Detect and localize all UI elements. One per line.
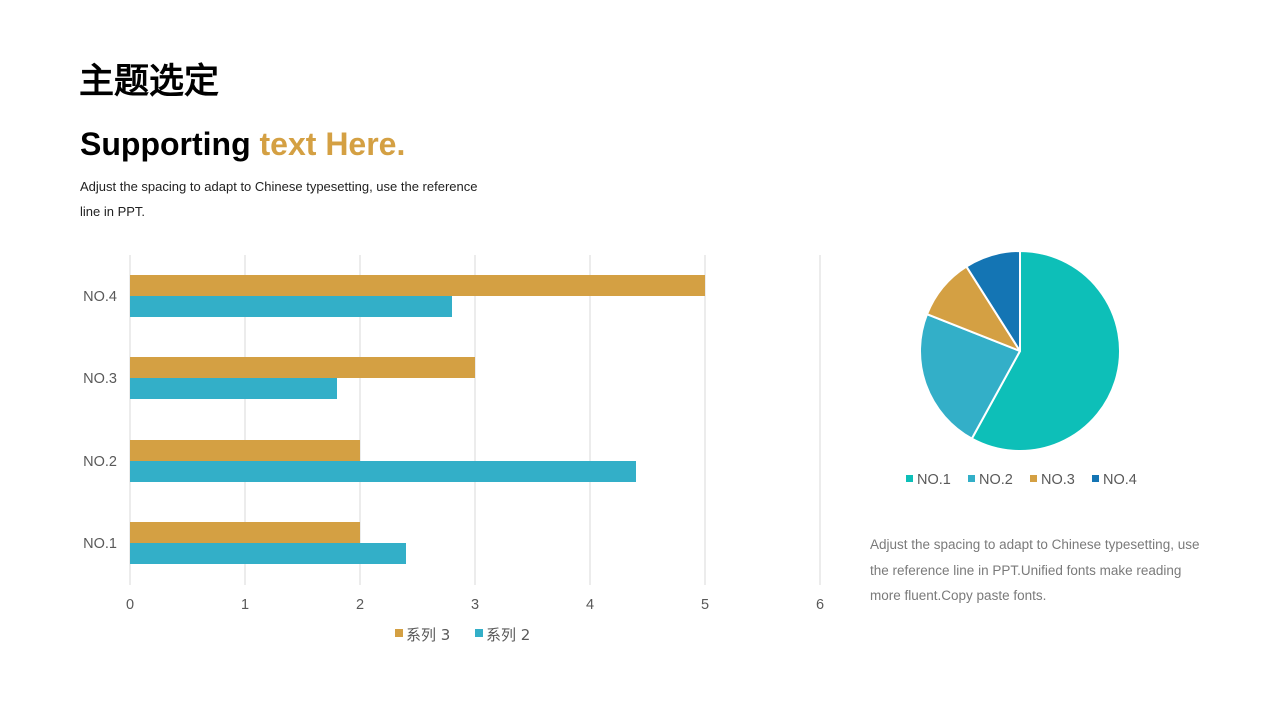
pie-slice-no4 [965, 250, 1021, 352]
x-tick-label: 0 [126, 597, 134, 613]
pie-chart: NO.1 NO.2 NO.3 NO.4 [906, 250, 1137, 488]
bar-series2 [130, 378, 337, 399]
pie-slice-no2 [919, 313, 1021, 440]
bar-series3 [130, 275, 705, 296]
supporting-heading: Supporting text Here. [80, 124, 405, 164]
supporting-heading-lead: Supporting [80, 126, 260, 162]
bar-series2 [130, 461, 636, 482]
bar-series2 [130, 296, 452, 317]
pie-legend-label: NO.1 [917, 472, 951, 488]
pie-legend-swatch [906, 475, 913, 482]
pie-legend-label: NO.4 [1103, 472, 1137, 488]
page-title: 主题选定 [79, 62, 220, 102]
pie-legend-label: NO.2 [979, 472, 1013, 488]
legend-swatch [395, 629, 403, 637]
bar-series3 [130, 357, 475, 378]
intro-description: Adjust the spacing to adapt to Chinese t… [80, 179, 478, 219]
y-category-label: NO.3 [83, 371, 117, 387]
legend-swatch [475, 629, 483, 637]
pie-legend-swatch [1092, 475, 1099, 482]
x-tick-label: 2 [356, 597, 364, 613]
legend-label: 系列 3 [406, 626, 450, 644]
y-category-label: NO.4 [83, 289, 117, 305]
pie-legend-label: NO.3 [1041, 472, 1075, 488]
side-description: Adjust the spacing to adapt to Chinese t… [870, 537, 1200, 603]
bar-series2 [130, 543, 406, 564]
bar-series3 [130, 522, 360, 543]
bar-chart: 0 1 2 3 4 5 6 NO.1 NO.2 NO.3 NO.4 系列 3 系列 2 [83, 255, 824, 644]
y-category-label: NO.1 [83, 536, 117, 552]
pie-legend-swatch [968, 475, 975, 482]
x-tick-label: 4 [586, 597, 594, 613]
supporting-heading-accent: text Here. [259, 126, 406, 162]
x-tick-label: 3 [471, 597, 479, 613]
pie-legend-swatch [1030, 475, 1037, 482]
x-tick-label: 6 [816, 597, 824, 613]
bar-series3 [130, 440, 360, 461]
x-tick-label: 1 [241, 597, 249, 613]
pie-slice-no1 [970, 250, 1121, 452]
y-category-label: NO.2 [83, 454, 117, 470]
x-tick-label: 5 [701, 597, 709, 613]
legend-label: 系列 2 [486, 626, 530, 644]
